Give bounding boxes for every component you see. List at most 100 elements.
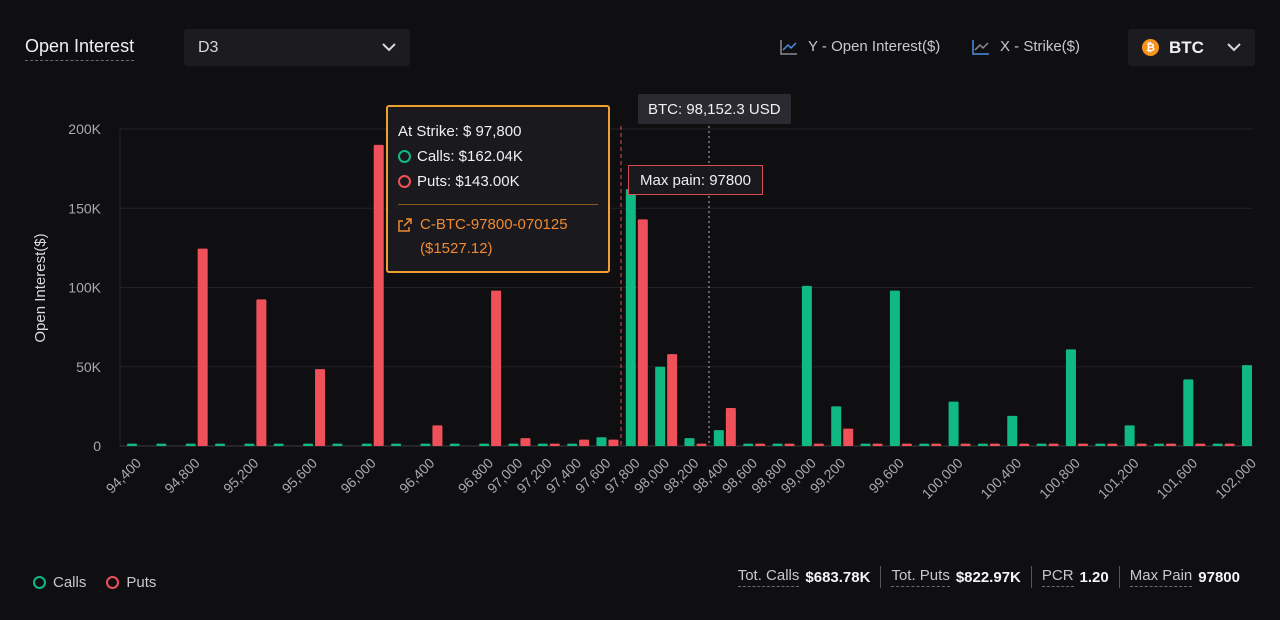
puts-dot-icon — [106, 576, 120, 589]
call-bar[interactable] — [1095, 443, 1106, 446]
calls-dot-icon — [398, 150, 411, 163]
call-bar[interactable] — [479, 443, 490, 446]
tooltip-divider — [398, 204, 598, 205]
call-bar[interactable] — [1242, 365, 1252, 446]
put-bar[interactable] — [931, 443, 942, 446]
call-bar[interactable] — [743, 443, 754, 446]
put-bar[interactable] — [373, 144, 384, 446]
put-bar[interactable] — [960, 443, 971, 446]
x-axis-legend: X - Strike($) — [972, 38, 1080, 55]
call-bar[interactable] — [508, 443, 519, 446]
put-bar[interactable] — [1136, 443, 1147, 446]
put-bar[interactable] — [667, 354, 678, 446]
line-chart-icon — [780, 39, 797, 55]
put-bar[interactable] — [256, 299, 267, 446]
call-bar[interactable] — [449, 443, 460, 446]
put-bar[interactable] — [784, 443, 795, 446]
x-tick-label: 96,400 — [396, 455, 438, 497]
call-bar[interactable] — [537, 443, 548, 446]
call-bar[interactable] — [273, 443, 284, 446]
call-bar[interactable] — [332, 443, 343, 446]
call-bar[interactable] — [625, 189, 636, 446]
put-bar[interactable] — [1224, 443, 1235, 446]
call-bar[interactable] — [127, 443, 137, 446]
stat-total-calls: Tot. Calls $683.78K — [737, 567, 871, 587]
call-bar[interactable] — [801, 285, 812, 446]
call-bar[interactable] — [1007, 415, 1018, 446]
x-tick-label: 102,000 — [1212, 455, 1259, 502]
put-bar[interactable] — [872, 443, 883, 446]
put-bar[interactable] — [579, 439, 590, 446]
put-bar[interactable] — [1195, 443, 1206, 446]
call-bar[interactable] — [1153, 443, 1164, 446]
call-bar[interactable] — [889, 290, 900, 446]
put-bar[interactable] — [755, 443, 766, 446]
put-bar[interactable] — [432, 425, 443, 446]
call-bar[interactable] — [684, 438, 695, 446]
put-bar[interactable] — [491, 290, 502, 446]
chevron-down-icon — [382, 43, 396, 52]
call-bar[interactable] — [860, 443, 871, 446]
put-bar[interactable] — [725, 407, 736, 446]
put-bar[interactable] — [1019, 443, 1030, 446]
x-tick-label: 101,200 — [1095, 455, 1142, 502]
put-bar[interactable] — [549, 443, 560, 446]
call-bar[interactable] — [977, 443, 988, 446]
expiry-select[interactable]: D3 — [184, 29, 410, 66]
tooltip-puts-row: Puts: $143.00K — [398, 169, 598, 194]
call-bar[interactable] — [1183, 379, 1194, 446]
tooltip-strike: At Strike: $ 97,800 — [398, 123, 522, 140]
y-tick-label: 50K — [76, 359, 102, 375]
put-bar[interactable] — [637, 219, 648, 446]
put-bar[interactable] — [1107, 443, 1118, 446]
call-bar[interactable] — [596, 437, 607, 446]
put-bar[interactable] — [315, 369, 326, 446]
put-bar[interactable] — [843, 428, 854, 446]
legend-calls[interactable]: Calls — [33, 574, 86, 591]
put-bar[interactable] — [1048, 443, 1059, 446]
x-tick-label: 94,400 — [103, 455, 145, 497]
call-bar[interactable] — [391, 443, 402, 446]
page-title: Open Interest — [25, 36, 135, 61]
call-bar[interactable] — [1065, 349, 1076, 446]
contract-price: ($1527.12) — [420, 240, 493, 257]
call-bar[interactable] — [655, 366, 666, 446]
call-bar[interactable] — [713, 430, 724, 446]
summary-stats: Tot. Calls $683.78K Tot. Puts $822.97K P… — [737, 566, 1250, 588]
put-bar[interactable] — [989, 443, 1000, 446]
call-bar[interactable] — [156, 443, 167, 446]
put-bar[interactable] — [608, 439, 619, 446]
strike-tooltip: At Strike: $ 97,800 Calls: $162.04K Puts… — [386, 105, 610, 273]
put-bar[interactable] — [1165, 443, 1176, 446]
put-bar[interactable] — [1077, 443, 1088, 446]
call-bar[interactable] — [215, 443, 226, 446]
contract-link[interactable]: C-BTC-97800-070125 ($1527.12) — [398, 213, 598, 261]
call-bar[interactable] — [361, 443, 372, 446]
call-bar[interactable] — [1124, 425, 1135, 446]
put-bar[interactable] — [901, 443, 912, 446]
put-bar[interactable] — [813, 443, 824, 446]
y-tick-label: 0 — [93, 438, 101, 454]
x-tick-label: 94,800 — [161, 455, 203, 497]
y-tick-label: 100K — [68, 280, 101, 296]
call-bar[interactable] — [185, 443, 196, 446]
legend-puts[interactable]: Puts — [106, 574, 156, 591]
call-bar[interactable] — [772, 443, 783, 446]
call-bar[interactable] — [420, 443, 431, 446]
call-bar[interactable] — [567, 443, 578, 446]
bitcoin-icon: ₿ — [1142, 39, 1159, 56]
call-bar[interactable] — [948, 401, 959, 446]
coin-select[interactable]: ₿ BTC — [1128, 29, 1255, 66]
call-bar[interactable] — [831, 406, 842, 446]
put-bar[interactable] — [197, 248, 208, 446]
call-bar[interactable] — [919, 443, 930, 446]
call-bar[interactable] — [1212, 443, 1223, 446]
max-pain-tag: Max pain: 97800 — [628, 165, 763, 195]
call-bar[interactable] — [1036, 443, 1047, 446]
x-tick-label: 100,400 — [977, 455, 1024, 502]
call-bar[interactable] — [303, 443, 314, 446]
put-bar[interactable] — [520, 438, 531, 446]
put-bar[interactable] — [696, 443, 707, 446]
call-bar[interactable] — [244, 443, 255, 446]
